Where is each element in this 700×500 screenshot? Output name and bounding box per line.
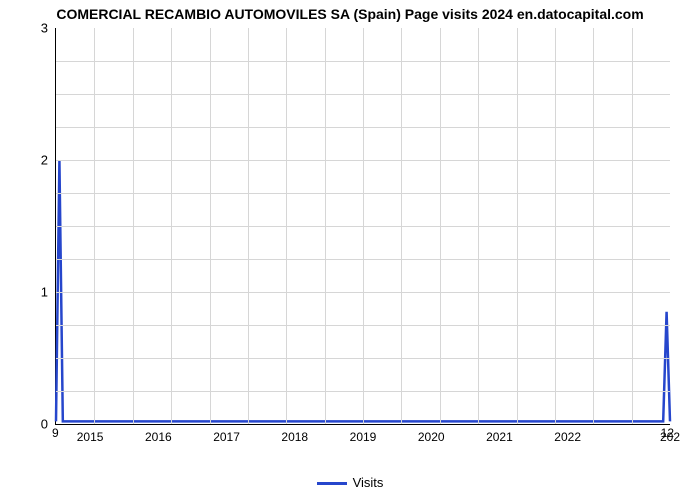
x-tick-label: 2020 [418, 424, 445, 444]
x-tick-label-end: 202 [660, 424, 680, 444]
x-tick-label: 2017 [213, 424, 240, 444]
x-tick-label: 2015 [77, 424, 104, 444]
grid-h-line [56, 292, 670, 293]
plot-area: 9 12 01232015201620172018201920202021202… [55, 28, 670, 425]
grid-h-line [56, 391, 670, 392]
grid-h-line [56, 160, 670, 161]
grid-h-line [56, 193, 670, 194]
x-tick-label: 2016 [145, 424, 172, 444]
legend-label: Visits [353, 475, 384, 490]
grid-h-line [56, 226, 670, 227]
y-tick-label: 3 [16, 21, 56, 36]
y-tick-label: 1 [16, 284, 56, 299]
x-tick-label: 2021 [486, 424, 513, 444]
y-tick-label: 2 [16, 152, 56, 167]
grid-h-line [56, 61, 670, 62]
grid-h-line [56, 325, 670, 326]
x-tick-label: 2019 [350, 424, 377, 444]
x-tick-label: 2018 [281, 424, 308, 444]
legend-swatch-icon [317, 482, 347, 485]
x-tick-label: 2022 [554, 424, 581, 444]
y-tick-label: 0 [16, 417, 56, 432]
grid-h-line [56, 358, 670, 359]
chart-title: COMERCIAL RECAMBIO AUTOMOVILES SA (Spain… [0, 6, 700, 22]
grid-h-line [56, 127, 670, 128]
visits-chart: COMERCIAL RECAMBIO AUTOMOVILES SA (Spain… [0, 0, 700, 500]
grid-h-line [56, 94, 670, 95]
chart-legend: Visits [0, 475, 700, 490]
grid-h-line [56, 259, 670, 260]
